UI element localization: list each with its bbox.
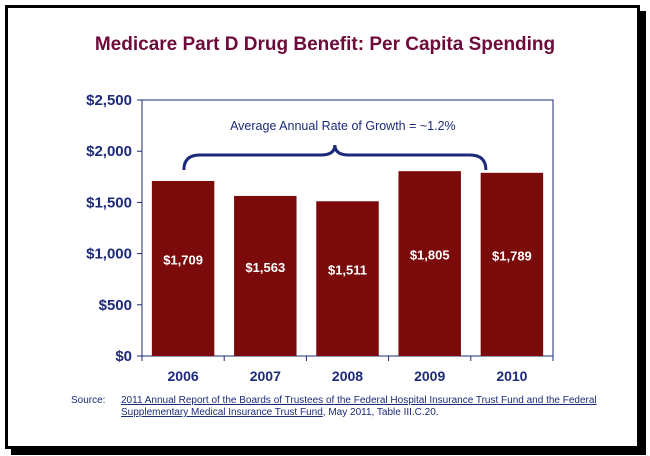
growth-annotation: Average Annual Rate of Growth = ~1.2% [182, 119, 488, 171]
bar-2006 [151, 180, 215, 356]
x-tick-label: 2010 [496, 368, 527, 384]
y-tick-label: $500 [99, 297, 132, 314]
data-label: $1,789 [492, 248, 532, 263]
source-text: 2011 Annual Report of the Boards of Trus… [121, 395, 611, 419]
x-tick-label: 2007 [250, 368, 281, 384]
bars: $1,709 $1,563 $1,511 $1,805 $1,789 [151, 171, 544, 356]
x-tick-label: 2008 [332, 368, 363, 384]
x-axis: 2006 2007 2008 2009 2010 [141, 356, 554, 384]
source-link[interactable]: 2011 Annual Report of the Boards of Trus… [121, 395, 597, 418]
x-tick-label: 2006 [168, 368, 199, 384]
data-label: $1,511 [328, 263, 367, 278]
source-label: Source: [71, 395, 106, 406]
x-tick-label: 2009 [414, 368, 445, 384]
bar-2008 [316, 201, 379, 356]
bar-2009 [398, 171, 461, 356]
chart-title: Medicare Part D Drug Benefit: Per Capita… [94, 34, 556, 55]
data-label: $1,805 [410, 248, 450, 263]
y-axis: $0 $500 $1,000 $1,500 $2,000 $2,500 [86, 92, 554, 365]
y-tick-label: $2,500 [86, 92, 132, 109]
bar-2010 [480, 172, 544, 356]
y-tick-label: $0 [115, 348, 132, 365]
growth-annotation-text: Average Annual Rate of Growth = ~1.2% [230, 119, 456, 133]
bar-2007 [234, 195, 297, 356]
y-tick-label: $1,500 [86, 194, 132, 211]
y-tick-label: $2,000 [86, 143, 132, 160]
source-suffix: , May 2011, Table III.C.20. [322, 407, 439, 418]
data-label: $1,563 [245, 260, 285, 275]
brace-icon [182, 144, 488, 171]
data-label: $1,709 [163, 252, 203, 267]
y-tick-label: $1,000 [86, 246, 132, 263]
